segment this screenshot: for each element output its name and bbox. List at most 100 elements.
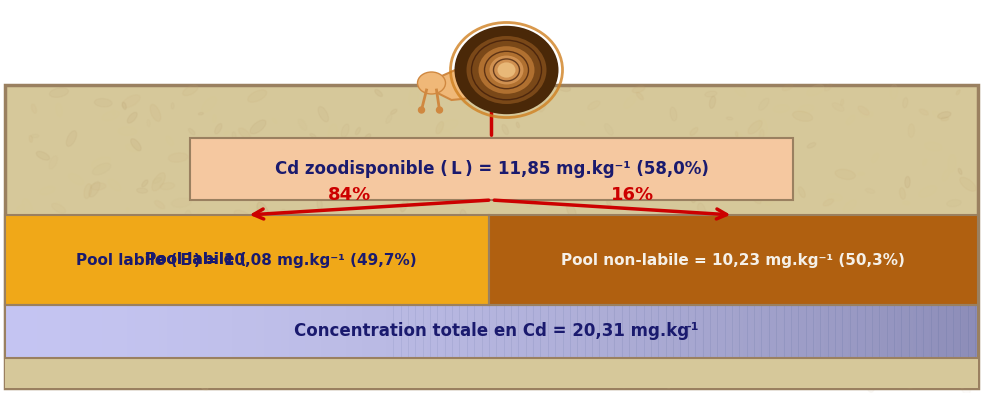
Ellipse shape: [823, 281, 836, 288]
Ellipse shape: [152, 173, 165, 191]
Text: Pool non-labile = 10,23 mg.kg⁻¹ (50,3%): Pool non-labile = 10,23 mg.kg⁻¹ (50,3%): [561, 252, 905, 268]
Ellipse shape: [539, 350, 546, 364]
Ellipse shape: [56, 103, 62, 116]
Ellipse shape: [915, 268, 927, 277]
Bar: [970, 305, 979, 358]
Ellipse shape: [375, 264, 378, 270]
Ellipse shape: [400, 326, 417, 340]
Ellipse shape: [866, 248, 879, 264]
Ellipse shape: [324, 245, 330, 257]
Ellipse shape: [882, 318, 892, 333]
Ellipse shape: [415, 144, 427, 152]
Ellipse shape: [214, 241, 228, 253]
Bar: [791, 305, 800, 358]
Ellipse shape: [484, 184, 495, 204]
Ellipse shape: [497, 62, 515, 78]
Ellipse shape: [556, 255, 563, 264]
Bar: [167, 305, 176, 358]
Ellipse shape: [380, 308, 398, 317]
Ellipse shape: [250, 120, 266, 134]
Ellipse shape: [482, 292, 491, 300]
Ellipse shape: [102, 111, 119, 121]
Ellipse shape: [40, 248, 57, 255]
Bar: [240, 305, 250, 358]
Text: 84%: 84%: [327, 185, 371, 204]
Ellipse shape: [566, 204, 576, 219]
Ellipse shape: [934, 303, 944, 311]
Ellipse shape: [424, 374, 430, 377]
Bar: [484, 305, 492, 358]
Ellipse shape: [735, 87, 746, 97]
Bar: [597, 305, 606, 358]
Ellipse shape: [578, 340, 587, 345]
Bar: [654, 305, 663, 358]
Text: Pool labile (: Pool labile (: [145, 252, 247, 268]
Ellipse shape: [774, 105, 789, 112]
Bar: [499, 305, 509, 358]
Ellipse shape: [749, 286, 759, 301]
Ellipse shape: [798, 310, 802, 318]
Ellipse shape: [494, 175, 500, 182]
Ellipse shape: [881, 318, 896, 327]
Ellipse shape: [493, 287, 508, 298]
Bar: [743, 305, 752, 358]
Bar: [434, 305, 444, 358]
Bar: [159, 305, 168, 358]
Bar: [459, 305, 468, 358]
Ellipse shape: [735, 132, 738, 137]
Bar: [386, 305, 395, 358]
Ellipse shape: [327, 198, 342, 211]
Ellipse shape: [82, 215, 101, 225]
Ellipse shape: [183, 85, 198, 95]
Ellipse shape: [502, 308, 509, 311]
Ellipse shape: [310, 134, 316, 138]
Ellipse shape: [375, 90, 382, 97]
Ellipse shape: [480, 219, 497, 233]
Ellipse shape: [212, 115, 216, 122]
Ellipse shape: [439, 131, 452, 137]
Ellipse shape: [899, 187, 905, 199]
Ellipse shape: [665, 370, 674, 388]
Ellipse shape: [150, 105, 161, 121]
FancyBboxPatch shape: [190, 138, 793, 200]
Ellipse shape: [420, 187, 432, 206]
Bar: [70, 305, 79, 358]
Ellipse shape: [219, 160, 228, 173]
Ellipse shape: [127, 324, 132, 329]
Ellipse shape: [239, 128, 251, 140]
Bar: [232, 305, 241, 358]
Ellipse shape: [122, 365, 125, 372]
Bar: [540, 305, 549, 358]
Ellipse shape: [406, 343, 419, 358]
Ellipse shape: [670, 107, 677, 121]
Ellipse shape: [31, 261, 45, 271]
Bar: [613, 305, 622, 358]
Ellipse shape: [751, 303, 758, 307]
Ellipse shape: [798, 187, 805, 198]
Ellipse shape: [900, 343, 909, 360]
Ellipse shape: [914, 266, 933, 278]
Bar: [451, 305, 460, 358]
Ellipse shape: [409, 189, 419, 196]
Ellipse shape: [568, 280, 571, 285]
Ellipse shape: [634, 358, 638, 363]
Ellipse shape: [801, 337, 811, 352]
Ellipse shape: [557, 339, 577, 349]
Ellipse shape: [782, 84, 792, 91]
Ellipse shape: [953, 351, 968, 365]
Ellipse shape: [257, 202, 269, 222]
Ellipse shape: [254, 231, 264, 239]
Ellipse shape: [925, 142, 942, 151]
Ellipse shape: [490, 55, 524, 84]
Ellipse shape: [659, 313, 678, 323]
Ellipse shape: [211, 140, 216, 142]
Ellipse shape: [764, 301, 779, 309]
Ellipse shape: [293, 247, 311, 262]
Ellipse shape: [408, 195, 427, 207]
Bar: [532, 305, 542, 358]
Ellipse shape: [442, 321, 455, 330]
Ellipse shape: [488, 222, 503, 232]
Bar: [694, 305, 703, 358]
Ellipse shape: [88, 255, 102, 274]
Ellipse shape: [781, 332, 792, 338]
